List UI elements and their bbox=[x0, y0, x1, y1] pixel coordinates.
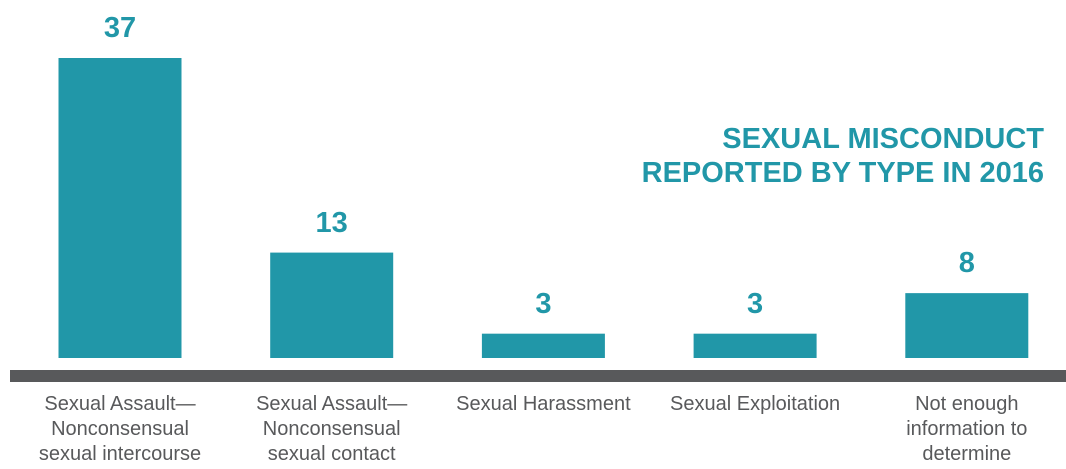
value-label: 37 bbox=[103, 12, 137, 44]
value-label: 3 bbox=[747, 287, 764, 320]
bar bbox=[270, 252, 394, 358]
baseline bbox=[10, 370, 1066, 382]
value-label: 13 bbox=[315, 206, 348, 239]
x-tick-label: Sexual Assault—Nonconsensual sexual cont… bbox=[256, 393, 408, 465]
bar bbox=[693, 333, 817, 358]
x-tick-label: Sexual Harassment bbox=[456, 393, 631, 415]
bar bbox=[905, 293, 1029, 358]
value-label: 3 bbox=[535, 287, 552, 320]
value-label: 8 bbox=[958, 247, 975, 280]
x-tick-label: Sexual Exploitation bbox=[670, 393, 841, 415]
bar bbox=[481, 333, 605, 358]
x-tick-label: Sexual Assault—Nonconsensual sexual inte… bbox=[38, 393, 202, 465]
bar bbox=[58, 58, 182, 358]
chart-title: SEXUAL MISCONDUCT REPORTED BY TYPE IN 20… bbox=[641, 123, 1044, 189]
x-tick-label: Not enough information to determine bbox=[906, 393, 1028, 465]
